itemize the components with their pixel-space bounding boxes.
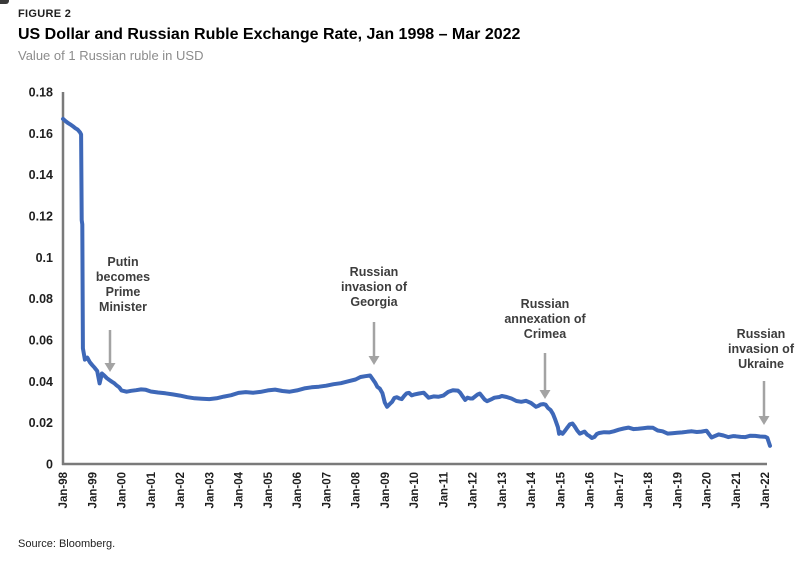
y-tick-label: 0.18 bbox=[29, 86, 53, 100]
y-tick-label: 0.16 bbox=[29, 127, 53, 141]
annotation-label: Putin becomes Prime Minister bbox=[96, 255, 150, 314]
x-tick-label: Jan-10 bbox=[409, 472, 421, 508]
x-tick-label: Jan-15 bbox=[555, 471, 567, 508]
x-tick-label: Jan-12 bbox=[468, 472, 480, 508]
annotation-label: Russian invasion of Ukraine bbox=[728, 327, 795, 371]
x-tick-label: Jan-22 bbox=[760, 472, 772, 508]
x-tick-label: Jan-09 bbox=[380, 472, 392, 508]
annotation-arrow-head-icon bbox=[539, 390, 551, 399]
y-tick-label: 0.1 bbox=[36, 251, 53, 265]
x-tick-label: Jan-16 bbox=[585, 472, 597, 508]
y-tick-label: 0.04 bbox=[29, 375, 53, 389]
chart-area: 0.18 0.16 0.14 0.12 0.1 0.08 0.06 0.04 0.02 0 Jan-… bbox=[0, 80, 800, 540]
x-tick-label: Jan-99 bbox=[87, 472, 99, 508]
y-tick-label: 0.14 bbox=[29, 168, 53, 182]
x-tick-label: Jan-03 bbox=[204, 472, 216, 508]
x-tick-label: Jan-18 bbox=[643, 471, 655, 508]
annotation-arrow-head-icon bbox=[758, 416, 770, 425]
x-tick-label: Jan-13 bbox=[497, 472, 509, 508]
x-tick-label: Jan-02 bbox=[175, 472, 187, 508]
y-tick-label: 0.06 bbox=[29, 334, 53, 348]
x-tick-label: Jan-06 bbox=[292, 472, 304, 508]
y-tick-label: 0.12 bbox=[29, 210, 53, 224]
chart-title: US Dollar and Russian Ruble Exchange Rat… bbox=[18, 26, 521, 43]
x-tick-label: Jan-07 bbox=[321, 472, 333, 508]
x-tick-label: Jan-11 bbox=[438, 471, 450, 507]
x-tick-label: Jan-21 bbox=[731, 471, 743, 508]
screenshot-artifact bbox=[0, 0, 9, 4]
figure-label: FIGURE 2 bbox=[18, 8, 72, 20]
annotation-label: Russian annexation of Crimea bbox=[504, 297, 586, 341]
x-tick-label: Jan-17 bbox=[614, 472, 626, 508]
exchange-rate-line bbox=[61, 116, 772, 448]
y-tick-label: 0.02 bbox=[29, 416, 53, 430]
annotation-arrow-head-icon bbox=[104, 363, 116, 372]
exchange-rate-line-chart: 0.18 0.16 0.14 0.12 0.1 0.08 0.06 0.04 0.02 0 Jan-… bbox=[29, 86, 795, 509]
x-tick-label: Jan-98 bbox=[58, 471, 70, 508]
x-tick-label: Jan-01 bbox=[146, 471, 158, 508]
y-tick-label: 0 bbox=[46, 458, 53, 472]
x-tick-label: Jan-00 bbox=[117, 472, 129, 508]
annotation-arrow-head-icon bbox=[368, 356, 380, 365]
x-tick-label: Jan-08 bbox=[351, 471, 363, 508]
x-tick-label: Jan-14 bbox=[526, 471, 538, 508]
source-note: Source: Bloomberg. bbox=[18, 538, 116, 550]
chart-header: FIGURE 2 US Dollar and Russian Ruble Exc… bbox=[18, 8, 778, 63]
x-tick-label: Jan-19 bbox=[672, 472, 684, 508]
annotation-label: Russian invasion of Georgia bbox=[341, 265, 408, 309]
x-tick-label: Jan-04 bbox=[234, 471, 246, 508]
x-tick-label: Jan-05 bbox=[263, 471, 275, 508]
y-tick-label: 0.08 bbox=[29, 292, 53, 306]
x-tick-label: Jan-20 bbox=[702, 472, 714, 508]
chart-subtitle: Value of 1 Russian ruble in USD bbox=[18, 48, 204, 63]
